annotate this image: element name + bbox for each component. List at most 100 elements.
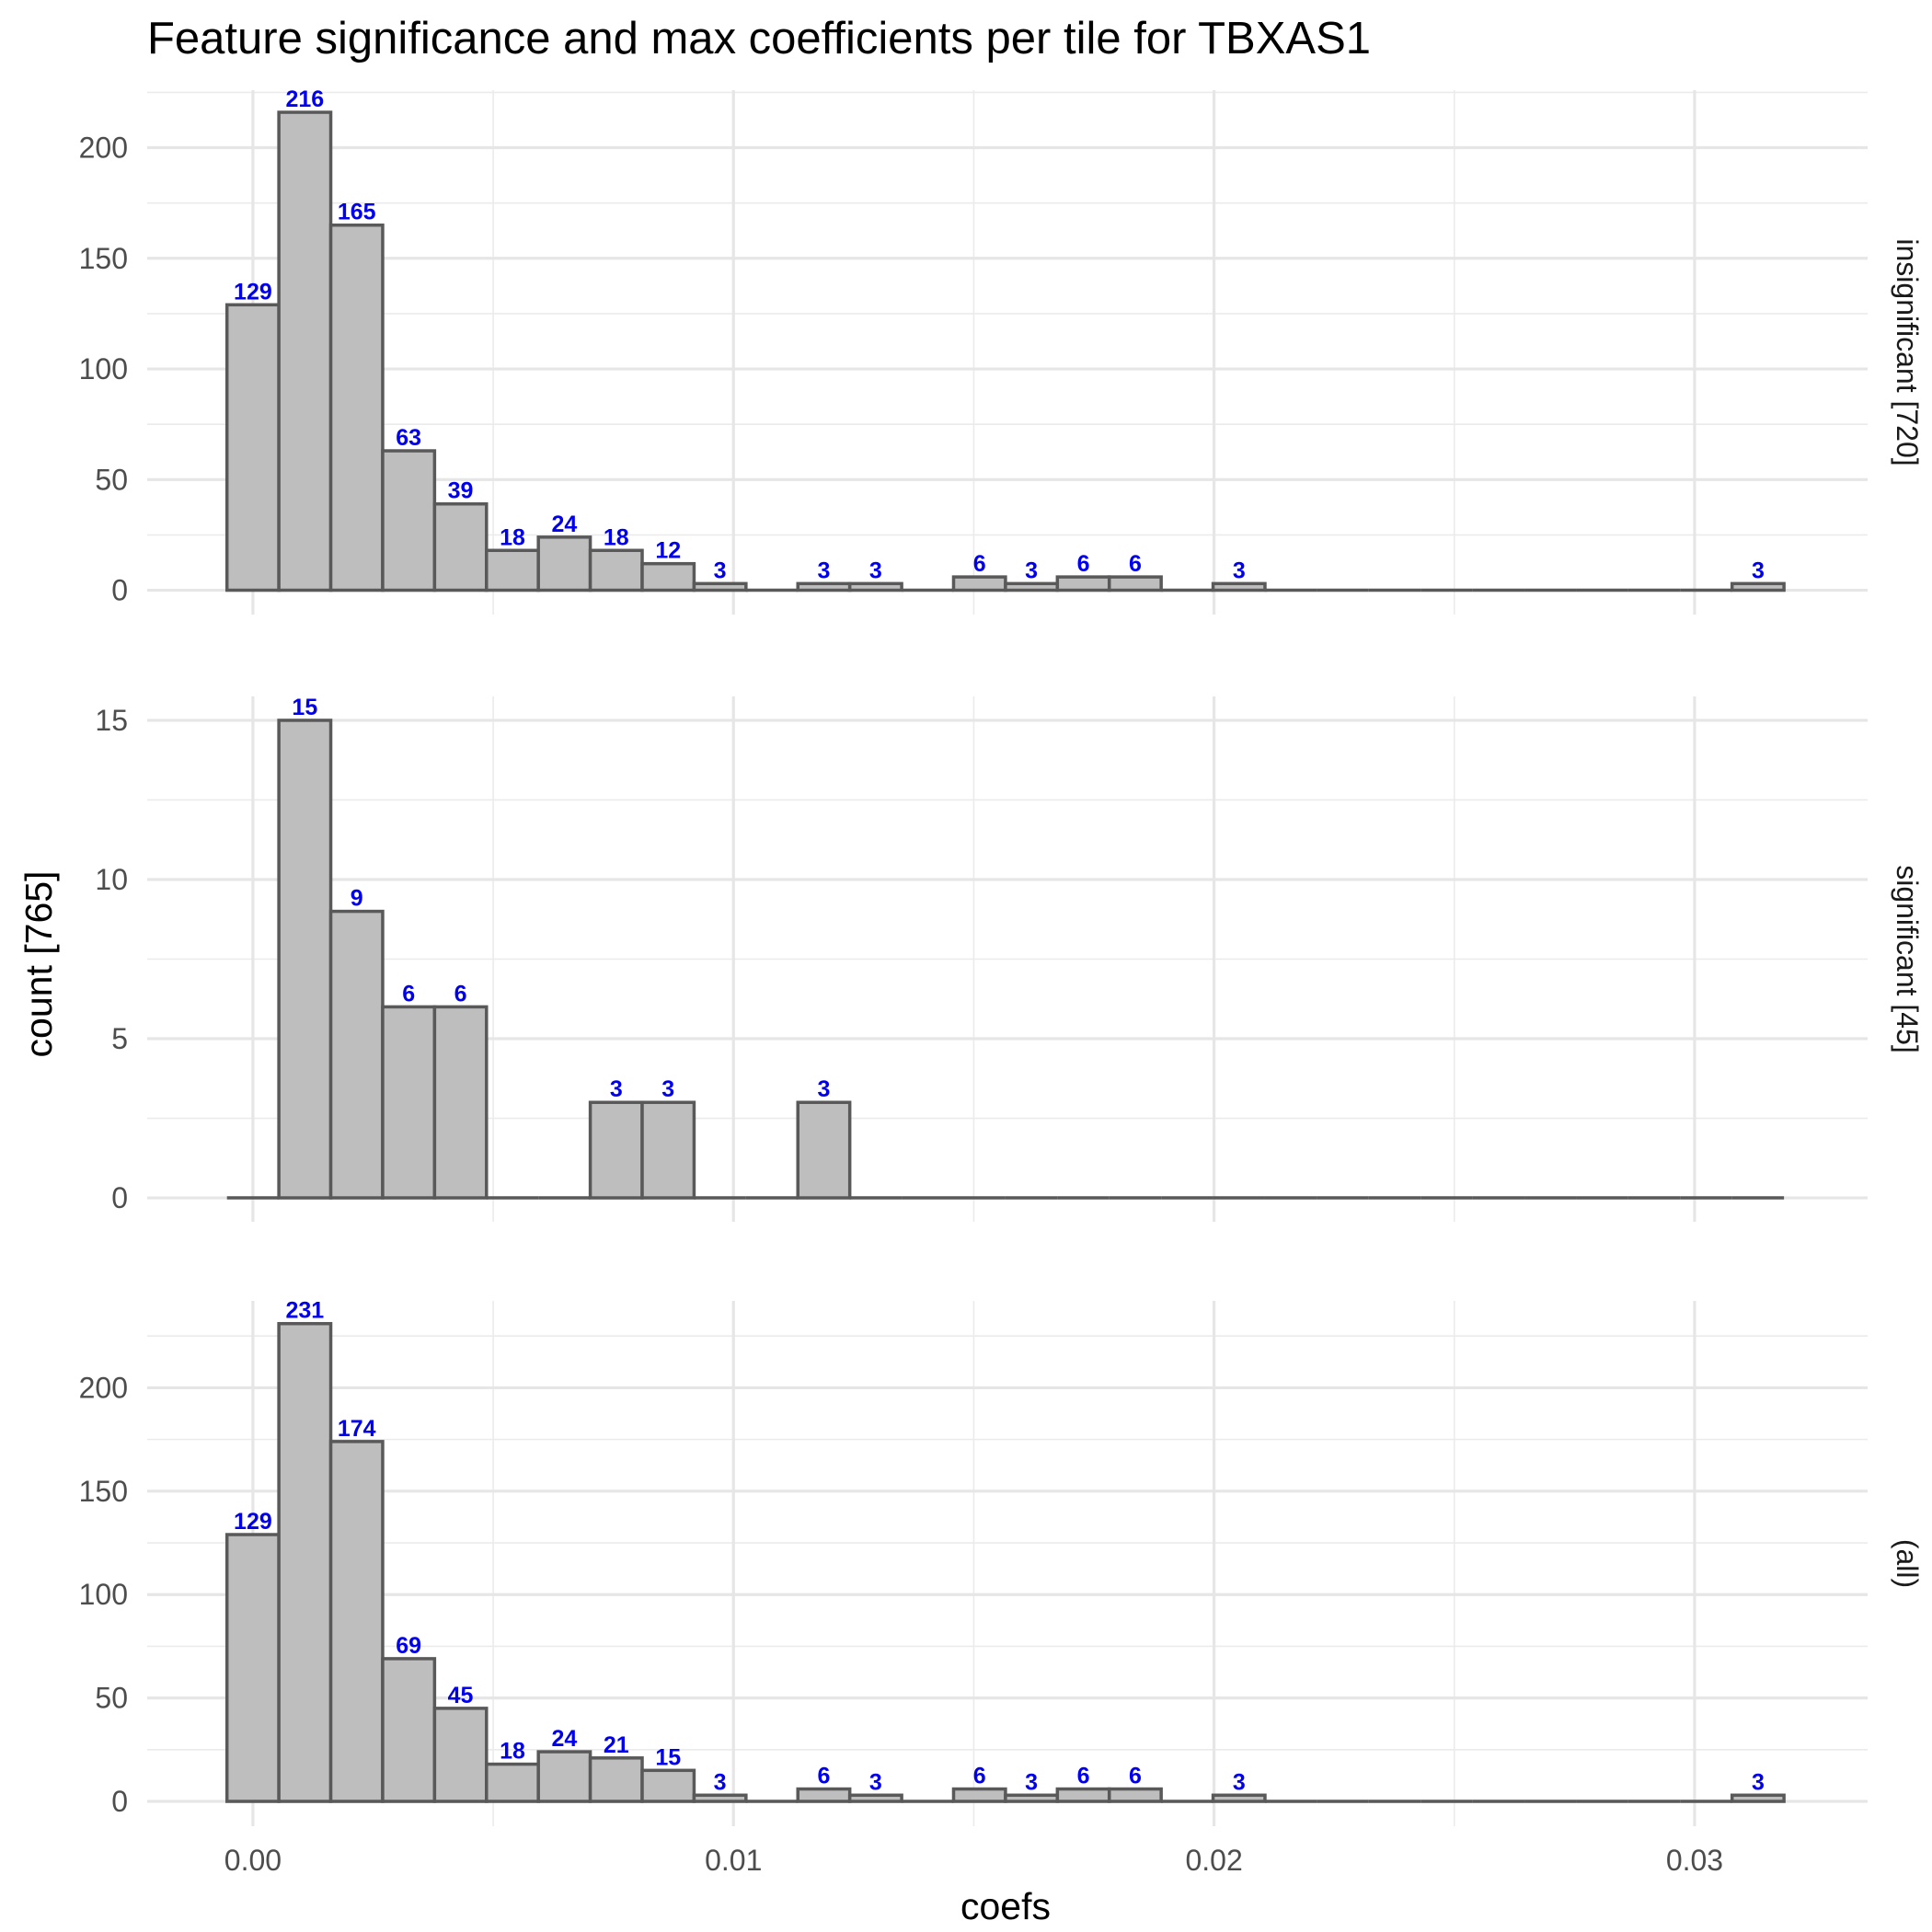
y-tick-label: 100 (79, 352, 128, 385)
histogram-bar (224, 303, 281, 592)
histogram-bar (1730, 1793, 1786, 1803)
y-tick-label: 50 (95, 463, 128, 496)
histogram-bar (847, 581, 903, 592)
bar-count-label: 3 (869, 558, 882, 583)
x-tick-label: 0.03 (1666, 1844, 1723, 1877)
histogram-bar (328, 223, 385, 592)
bar-count-label: 24 (551, 1726, 577, 1752)
y-tick-label: 200 (79, 1371, 128, 1404)
histogram-bar (1004, 1793, 1060, 1803)
facet-panel: 0 50 100 150 200 129 231 174 69 45 18 24 21 15 3 6 3 6 3 6 6… (79, 1298, 1924, 1826)
histogram-bar (277, 1321, 333, 1803)
y-tick-label: 150 (79, 242, 128, 275)
bar-count-label: 18 (604, 524, 629, 550)
facet-strip-label: (all) (1891, 1539, 1924, 1588)
facet-strip-label: insignificant [720] (1891, 238, 1924, 466)
bar-count-label: 6 (1077, 551, 1090, 577)
bar-count-label: 6 (1129, 551, 1142, 577)
bar-count-label: 3 (714, 1769, 727, 1795)
bar-count-label: 6 (973, 1764, 986, 1789)
bar-count-label: 45 (448, 1683, 474, 1708)
bar-count-label: 6 (402, 981, 415, 1006)
x-axis: 0.00 0.01 0.02 0.03 (224, 1844, 1723, 1877)
histogram-bar (1004, 581, 1060, 592)
bar-count-label: 3 (610, 1076, 623, 1102)
y-tick-label: 50 (95, 1682, 128, 1715)
histogram-bar (1730, 581, 1786, 592)
bar-count-label: 3 (818, 1076, 831, 1102)
bar-count-label: 15 (292, 695, 317, 720)
y-tick-label: 10 (95, 863, 128, 896)
bar-count-label: 39 (448, 478, 474, 504)
bar-count-label: 9 (351, 886, 363, 912)
histogram-bar (432, 1707, 489, 1803)
histogram-bar (640, 561, 696, 592)
x-tick-label: 0.01 (705, 1844, 762, 1877)
bar-count-label: 15 (655, 1744, 681, 1770)
histogram-bar (692, 1793, 748, 1803)
bar-count-label: 6 (454, 981, 467, 1006)
histogram-bar (1107, 1787, 1163, 1803)
histogram-bar (588, 548, 644, 592)
histogram-bar (640, 1100, 696, 1200)
bar-count-label: 63 (396, 425, 421, 451)
histogram-bar (588, 1756, 644, 1803)
y-tick-label: 200 (79, 132, 128, 165)
bar-count-label: 6 (1129, 1764, 1142, 1789)
histogram-bar (951, 1787, 1007, 1803)
bar-count-label: 165 (338, 200, 376, 225)
histogram-bar (796, 1787, 852, 1803)
bar-count-label: 216 (285, 86, 324, 112)
x-axis-title: coefs (960, 1885, 1051, 1927)
histogram-bar (536, 1750, 592, 1803)
histogram-bar (485, 548, 540, 592)
histogram-bar (796, 581, 852, 592)
bar-count-label: 3 (661, 1076, 674, 1102)
x-tick-label: 0.00 (224, 1844, 282, 1877)
bar-count-label: 129 (234, 1509, 272, 1535)
bar-count-label: 3 (1233, 1769, 1246, 1795)
histogram-bar (381, 1005, 437, 1200)
histogram-bar (485, 1762, 540, 1803)
y-tick-label: 0 (111, 574, 128, 607)
bar-count-label: 18 (500, 1739, 525, 1765)
bar-count-label: 21 (604, 1732, 629, 1758)
bar-count-label: 3 (1752, 558, 1765, 583)
y-tick-label: 0 (111, 1181, 128, 1214)
bar-count-label: 6 (973, 551, 986, 577)
bar-count-label: 69 (396, 1633, 421, 1659)
histogram-bar (1107, 575, 1163, 592)
histogram-bar (328, 909, 385, 1200)
histogram-bar (224, 1533, 281, 1803)
bar-count-label: 3 (1025, 558, 1038, 583)
bar-count-label: 3 (1233, 558, 1246, 583)
bar-count-label: 174 (338, 1416, 376, 1442)
histogram-bar (432, 501, 489, 592)
y-tick-label: 100 (79, 1578, 128, 1611)
facet-strip-label: significant [45] (1891, 865, 1924, 1053)
y-tick-label: 0 (111, 1785, 128, 1818)
histogram-bar (328, 1440, 385, 1803)
y-tick-label: 5 (111, 1022, 128, 1055)
bar-count-label: 18 (500, 524, 525, 550)
histogram-bar (796, 1100, 852, 1200)
histogram-bar (847, 1793, 903, 1803)
histogram-bar (1055, 1787, 1111, 1803)
y-tick-label: 150 (79, 1475, 128, 1508)
bar-count-label: 3 (869, 1769, 882, 1795)
y-axis-title: count [765] (17, 871, 60, 1058)
chart-title: Feature significance and max coefficient… (147, 14, 1371, 63)
bar-count-label: 12 (655, 538, 681, 564)
histogram-bar (277, 719, 333, 1200)
bar-count-label: 6 (1077, 1764, 1090, 1789)
histogram-bar (588, 1100, 644, 1200)
histogram-bar (640, 1768, 696, 1803)
bar-count-label: 231 (285, 1298, 324, 1324)
bar-count-label: 3 (1025, 1769, 1038, 1795)
bar-count-label: 3 (714, 558, 727, 583)
bar-count-label: 3 (1752, 1769, 1765, 1795)
